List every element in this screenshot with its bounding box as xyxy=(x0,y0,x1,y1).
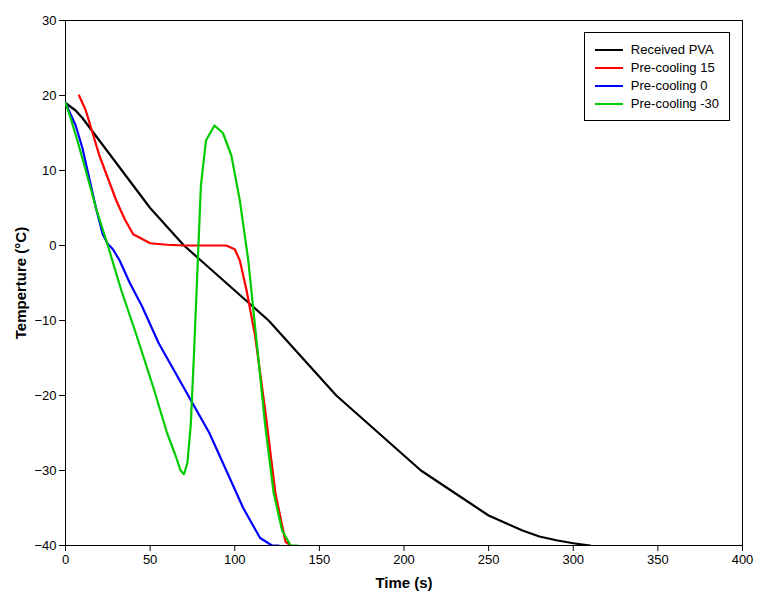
svg-text:350: 350 xyxy=(647,552,669,567)
svg-text:−40: −40 xyxy=(34,538,56,553)
svg-text:−30: −30 xyxy=(34,463,56,478)
svg-text:−10: −10 xyxy=(34,313,56,328)
svg-text:30: 30 xyxy=(42,13,56,28)
svg-text:0: 0 xyxy=(62,552,69,567)
html-text:Pre-cooling 0: Pre-cooling 0 xyxy=(630,78,708,93)
svg-text:0: 0 xyxy=(49,238,56,253)
html-text:Pre-cooling 15: Pre-cooling 15 xyxy=(630,60,715,75)
svg-text:10: 10 xyxy=(42,163,56,178)
svg-text:50: 50 xyxy=(143,552,157,567)
svg-text:Time (s): Time (s) xyxy=(375,574,432,591)
svg-text:400: 400 xyxy=(732,552,754,567)
svg-text:200: 200 xyxy=(393,552,415,567)
svg-text:100: 100 xyxy=(224,552,246,567)
html-text:Pre-cooling -30: Pre-cooling -30 xyxy=(630,96,719,111)
svg-text:300: 300 xyxy=(562,552,584,567)
html-text:Received PVA: Received PVA xyxy=(630,42,714,57)
svg-text:250: 250 xyxy=(478,552,500,567)
svg-text:−20: −20 xyxy=(34,388,56,403)
svg-text:150: 150 xyxy=(309,552,331,567)
svg-text:Temperture (°C): Temperture (°C) xyxy=(12,227,29,339)
svg-text:20: 20 xyxy=(42,88,56,103)
